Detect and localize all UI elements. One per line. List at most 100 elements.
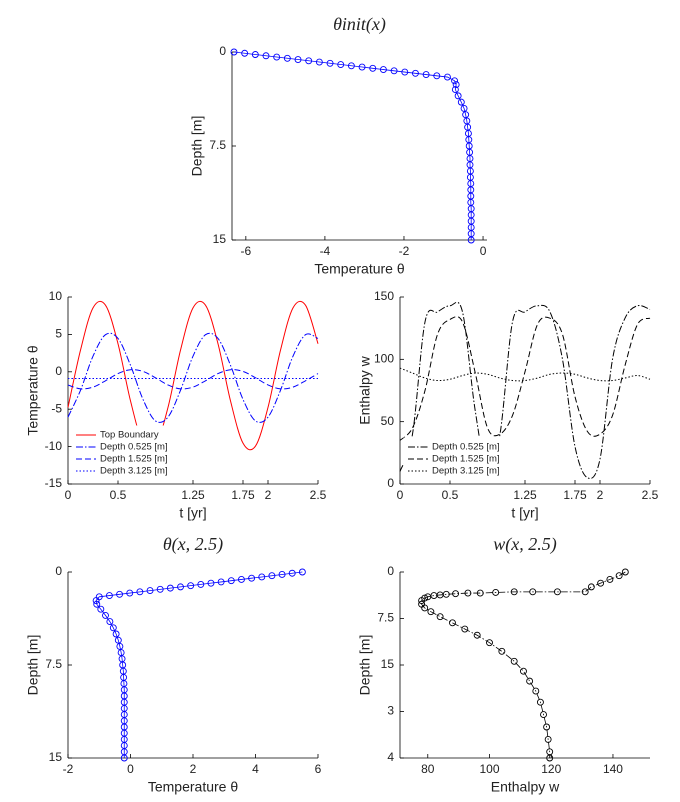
- x-tick-label: 0: [65, 488, 72, 502]
- marker: [207, 579, 215, 587]
- marker: [510, 588, 518, 596]
- subplot: -6 -4 -2 0 0 7.5 15 Temperature θ Depth [m] θinit…: [189, 14, 487, 277]
- marker: [461, 625, 469, 633]
- legend-label: Depth 0.525 [m]: [100, 442, 168, 453]
- y-tick-label: 0: [55, 364, 62, 378]
- marker: [283, 54, 291, 62]
- marker: [248, 574, 256, 582]
- marker: [460, 104, 468, 112]
- y-tick-label: 10: [49, 289, 63, 303]
- marker: [544, 735, 552, 743]
- marker: [615, 572, 623, 580]
- x-tick-label: 0: [127, 762, 134, 776]
- marker: [146, 587, 154, 595]
- marker: [454, 92, 462, 100]
- marker: [467, 236, 475, 244]
- y-tick-label: 50: [381, 414, 395, 428]
- marker: [97, 605, 105, 613]
- marker: [424, 593, 432, 601]
- marker: [526, 677, 534, 685]
- marker: [187, 582, 195, 590]
- marker: [114, 636, 122, 644]
- y-tick-label: 0: [55, 564, 62, 578]
- x-tick-label: -2: [399, 244, 410, 258]
- marker: [227, 577, 235, 585]
- subplot: -2 0 2 4 6 0 7.5 15 Temperature θ Depth [m] θ(x, 2…: [25, 534, 322, 795]
- x-tick-label: -2: [63, 762, 74, 776]
- marker: [390, 67, 398, 75]
- marker: [379, 66, 387, 73]
- x-tick-label: 0: [480, 244, 487, 258]
- y-tick-label: 15: [381, 657, 395, 671]
- marker: [288, 569, 296, 577]
- marker: [156, 585, 164, 593]
- y-tick-label: -10: [45, 439, 63, 453]
- series-line: [399, 301, 651, 479]
- profile-line: [95, 571, 303, 758]
- y-axis-label: Depth [m]: [357, 635, 373, 696]
- y-tick-label: -5: [51, 401, 62, 415]
- marker: [177, 583, 184, 591]
- marker: [112, 630, 120, 638]
- marker: [92, 597, 100, 604]
- marker: [126, 589, 134, 597]
- marker: [498, 647, 506, 655]
- profile-line: [421, 571, 626, 758]
- series-line: [67, 332, 319, 423]
- y-tick-label: 0: [219, 44, 226, 58]
- marker: [451, 77, 459, 85]
- x-tick-label: 1.75: [231, 488, 255, 502]
- marker: [106, 618, 114, 626]
- x-axis-label: t [yr]: [511, 505, 538, 521]
- y-axis-label: Depth [m]: [25, 635, 41, 696]
- marker: [305, 57, 313, 65]
- marker: [476, 589, 484, 597]
- y-tick-label: 0: [387, 564, 394, 578]
- marker: [315, 58, 323, 66]
- x-tick-label: 80: [421, 762, 435, 776]
- marker: [433, 72, 441, 80]
- legend-label: Depth 3.125 [m]: [100, 466, 168, 477]
- series-line: [67, 300, 319, 451]
- marker: [358, 63, 366, 71]
- marker: [251, 51, 259, 58]
- marker: [93, 600, 101, 608]
- legend-label: Top Boundary: [100, 430, 159, 441]
- x-tick-label: 2.5: [310, 488, 327, 502]
- marker: [105, 592, 113, 600]
- subplot: 0 0.5 1.25 1.75 2 2.5 0 50 100 150 t [yr] Enthalpy …: [357, 289, 659, 521]
- marker: [553, 588, 561, 596]
- marker: [166, 584, 174, 592]
- marker: [217, 578, 225, 586]
- marker: [258, 573, 266, 581]
- marker: [427, 608, 435, 616]
- marker: [621, 568, 629, 576]
- marker: [116, 590, 124, 598]
- y-tick-label: 150: [374, 289, 394, 303]
- y-tick-label: 15: [213, 232, 227, 246]
- marker: [581, 588, 589, 596]
- marker: [268, 572, 276, 580]
- y-axis-label: Enthalpy w: [357, 355, 373, 424]
- marker: [529, 588, 537, 596]
- legend-label: Depth 1.525 [m]: [432, 454, 500, 465]
- x-tick-label: 2.5: [642, 488, 659, 502]
- chart-title: θ(x, 2.5): [163, 534, 223, 555]
- chart-title: θinit(x): [333, 14, 386, 35]
- marker: [298, 568, 306, 576]
- marker: [237, 575, 245, 583]
- marker: [452, 590, 460, 598]
- legend: Depth 0.525 [m]Depth 1.525 [m]Depth 3.12…: [403, 437, 517, 481]
- marker: [540, 711, 547, 719]
- x-tick-label: 4: [252, 762, 259, 776]
- x-tick-label: 1.75: [563, 488, 587, 502]
- marker: [421, 604, 429, 612]
- y-tick-label: 7.5: [45, 657, 62, 671]
- x-axis-label: Temperature θ: [148, 779, 238, 795]
- marker: [462, 111, 470, 119]
- marker: [492, 589, 500, 596]
- profile-line: [233, 51, 472, 240]
- x-tick-label: 0.5: [442, 488, 459, 502]
- y-tick-label: 4: [387, 750, 394, 764]
